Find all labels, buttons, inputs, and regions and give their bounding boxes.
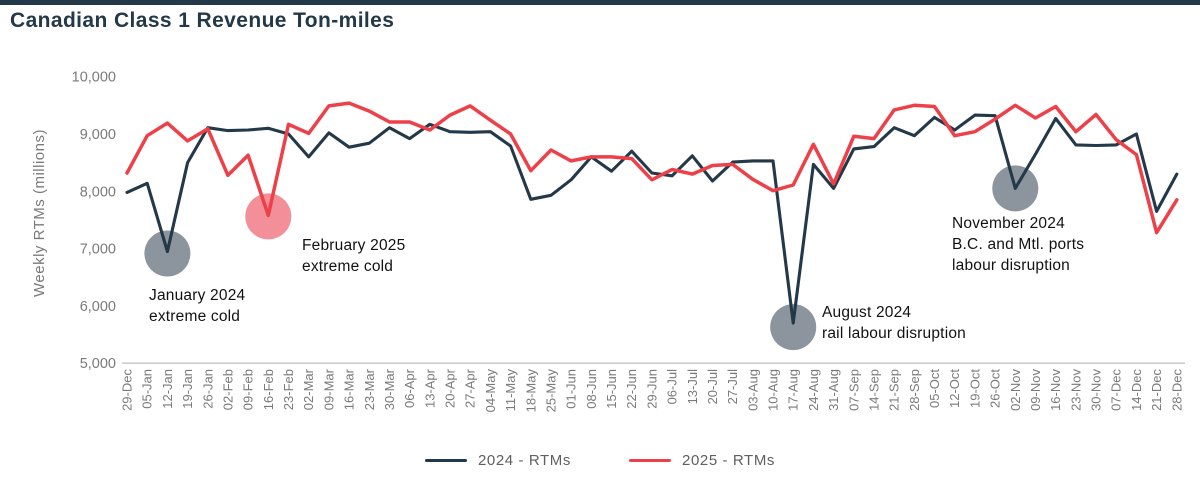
x-tick-label: 19-Oct [967, 369, 982, 408]
x-tick-label: 28-Sep [907, 369, 922, 411]
x-tick-label: 22-Jun [624, 369, 639, 409]
x-tick-label: 31-Aug [826, 369, 841, 411]
x-tick-label: 21-Dec [1149, 369, 1164, 411]
x-tick-label: 06-Jul [665, 369, 680, 405]
x-tick-label: 27-Apr [463, 368, 478, 408]
annotation-circle-january-2024 [144, 230, 191, 277]
x-tick-label: 01-Jun [564, 369, 579, 409]
x-tick-label: 18-May [523, 369, 538, 413]
x-tick-label: 04-May [483, 369, 498, 413]
x-tick-label: 11-May [503, 369, 518, 412]
x-tick-label: 07-Sep [846, 369, 861, 411]
legend-item-2024: 2024 - RTMs [424, 452, 571, 469]
x-tick-label: 03-Aug [745, 369, 760, 411]
x-tick-label: 16-Feb [261, 369, 276, 410]
annotation-line: rail labour disruption [822, 325, 966, 342]
annotation-line: labour disruption [952, 257, 1071, 274]
y-tick-label: 6,000 [80, 299, 116, 315]
x-tick-label: 12-Oct [947, 369, 962, 408]
annotation-line: January 2024 [149, 287, 246, 304]
x-tick-label: 30-Mar [382, 368, 397, 410]
x-tick-label: 27-Jul [725, 369, 740, 405]
series-line-2024 [125, 113, 1179, 325]
x-tick-label: 17-Aug [786, 369, 801, 411]
x-tick-label: 24-Aug [806, 369, 821, 411]
top-accent-bar [0, 0, 1200, 5]
annotation-line: August 2024 [822, 304, 912, 321]
x-tick-label: 21-Sep [887, 369, 902, 411]
x-tick-label: 07-Dec [1109, 369, 1124, 411]
page-title: Canadian Class 1 Revenue Ton-miles [10, 9, 395, 32]
y-tick-label: 8,000 [80, 184, 116, 200]
x-tick-label: 23-Mar [362, 368, 377, 410]
x-tick-label: 14-Sep [867, 369, 882, 411]
x-tick-label: 05-Oct [927, 369, 942, 408]
y-tick-label: 9,000 [80, 127, 116, 143]
x-tick-label: 23-Nov [1068, 369, 1083, 411]
y-tick-label: 5,000 [80, 356, 116, 372]
x-tick-label: 30-Nov [1089, 369, 1104, 411]
x-tick-label: 15-Jun [604, 369, 619, 409]
x-tick-label: 06-Apr [402, 368, 417, 408]
x-tick-label: 29-Dec [120, 369, 135, 411]
annotation-label-august-2024: August 2024 rail labour disruption [822, 302, 966, 344]
annotation-label-november-2024: November 2024 B.C. and Mtl. ports labour d… [952, 213, 1084, 276]
x-tick-label: 02-Feb [220, 369, 235, 410]
x-tick-label: 16-Mar [342, 368, 357, 410]
annotation-circle-august-2024 [770, 304, 817, 351]
x-tick-label: 13-Jul [685, 369, 700, 405]
annotation-line: extreme cold [302, 258, 394, 275]
x-tick-label: 10-Aug [766, 369, 781, 411]
series-line-2025 [125, 101, 1179, 235]
y-tick-label: 7,000 [80, 242, 116, 258]
x-tick-label: 09-Mar [321, 368, 336, 410]
x-tick-label: 19-Jan [180, 369, 195, 409]
legend-line-swatch-2025 [629, 458, 671, 463]
x-tick-label: 05-Jan [140, 369, 155, 409]
x-tick-label: 13-Apr [422, 368, 437, 408]
x-tick-label: 02-Nov [1008, 369, 1023, 411]
annotation-line: B.C. and Mtl. ports [952, 236, 1085, 253]
chart-legend: 2024 - RTMs 2025 - RTMs [0, 452, 1200, 469]
x-tick-label: 29-Jun [644, 369, 659, 409]
x-tick-label: 23-Feb [281, 369, 296, 410]
x-tick-label: 25-May [544, 369, 559, 413]
legend-line-swatch-2024 [424, 458, 467, 463]
annotation-line: extreme cold [149, 308, 241, 325]
annotation-line: February 2025 [302, 237, 406, 254]
y-axis-title: Weekly RTMs (millions) [31, 129, 48, 297]
annotation-label-january-2024: January 2024 extreme cold [149, 285, 245, 327]
annotation-line: November 2024 [952, 215, 1065, 232]
legend-label-2024: 2024 - RTMs [477, 452, 571, 469]
legend-item-2025: 2025 - RTMs [629, 452, 775, 469]
x-tick-label: 20-Apr [443, 368, 458, 408]
x-tick-label: 02-Mar [301, 368, 316, 410]
x-tick-label: 26-Jan [200, 369, 215, 409]
x-tick-label: 14-Dec [1129, 369, 1144, 411]
x-tick-label: 08-Jun [584, 369, 599, 409]
x-tick-label: 20-Jul [705, 369, 720, 405]
x-tick-label: 09-Feb [241, 369, 256, 410]
x-tick-label: 26-Oct [988, 369, 1003, 408]
x-tick-label: 12-Jan [160, 369, 175, 409]
legend-label-2025: 2025 - RTMs [682, 452, 776, 469]
x-tick-label: 28-Dec [1169, 369, 1184, 411]
y-tick-label: 10,000 [72, 70, 116, 86]
annotation-label-february-2025: February 2025 extreme cold [302, 235, 405, 277]
x-tick-label: 16-Nov [1048, 369, 1063, 411]
x-tick-label: 09-Nov [1028, 369, 1043, 411]
